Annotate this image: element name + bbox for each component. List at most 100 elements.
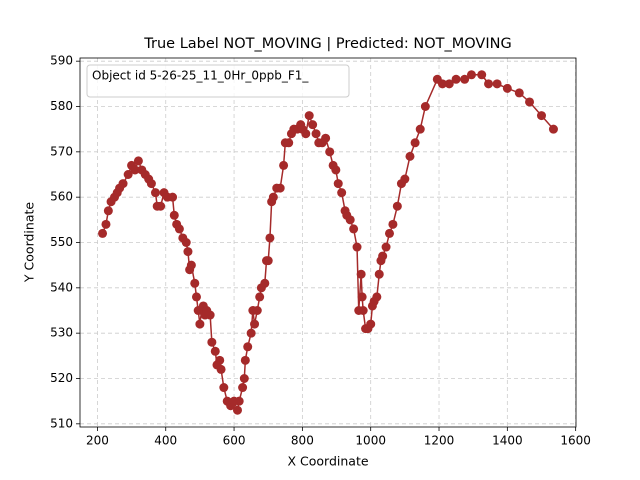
data-point <box>301 129 311 139</box>
y-tick-label: 570 <box>50 144 73 158</box>
data-point <box>311 129 321 139</box>
data-point <box>308 120 318 130</box>
data-point <box>325 147 335 157</box>
data-point <box>337 188 347 198</box>
data-point <box>101 219 111 229</box>
chart-title: True Label NOT_MOVING | Predicted: NOT_M… <box>143 36 511 52</box>
data-point <box>372 292 382 302</box>
x-tick-label: 600 <box>223 434 246 448</box>
data-point <box>207 337 217 347</box>
data-point <box>536 111 546 121</box>
data-point <box>304 111 314 121</box>
data-point <box>392 201 402 211</box>
y-tick-label: 520 <box>50 371 73 385</box>
data-point <box>130 165 140 175</box>
data-point <box>174 224 184 234</box>
y-tick-label: 530 <box>50 326 73 340</box>
data-point <box>186 260 196 270</box>
data-point <box>378 251 388 261</box>
data-point <box>492 79 502 89</box>
data-point <box>239 373 249 383</box>
data-point <box>232 405 242 415</box>
data-point <box>150 188 160 198</box>
data-point <box>451 74 461 84</box>
data-point <box>358 305 368 315</box>
data-point <box>219 383 229 393</box>
x-tick-label: 1400 <box>492 434 523 448</box>
data-point <box>195 319 205 329</box>
data-point <box>381 242 391 252</box>
data-point <box>352 242 362 252</box>
data-point <box>400 174 410 184</box>
data-point <box>243 342 253 352</box>
x-tick-label: 400 <box>154 434 177 448</box>
data-point <box>268 192 278 202</box>
y-tick-label: 590 <box>50 54 73 68</box>
data-point <box>357 292 367 302</box>
legend-box <box>86 64 350 98</box>
data-point <box>444 79 454 89</box>
data-point <box>133 156 143 166</box>
y-axis-label: Y Coordinate <box>22 202 37 283</box>
data-point <box>156 201 166 211</box>
data-point <box>460 74 470 84</box>
data-point <box>466 70 476 80</box>
y-tick-label: 580 <box>50 99 73 113</box>
data-point <box>333 179 343 189</box>
data-point <box>123 170 133 180</box>
data-point <box>118 179 128 189</box>
data-point <box>502 83 512 93</box>
data-point <box>181 238 191 247</box>
data-point <box>321 133 331 143</box>
data-point <box>349 224 359 234</box>
x-tick-label: 200 <box>86 434 109 448</box>
data-point <box>366 319 376 329</box>
x-tick-label: 1200 <box>424 434 455 448</box>
x-tick-label: 800 <box>291 434 314 448</box>
data-point <box>356 269 366 279</box>
data-point <box>477 70 487 80</box>
data-point <box>279 160 289 170</box>
legend-title: Object id 5-26-25_11_0Hr_0ppb_F1_ <box>92 69 309 83</box>
data-point <box>345 215 355 225</box>
data-point <box>210 346 220 356</box>
data-point <box>190 278 200 288</box>
y-tick-label: 550 <box>50 235 73 249</box>
data-point <box>415 124 425 134</box>
x-tick-label: 1000 <box>355 434 386 448</box>
data-point <box>215 355 225 365</box>
data-point <box>384 228 394 238</box>
data-point <box>284 138 294 148</box>
data-point <box>275 183 285 193</box>
y-tick-label: 510 <box>50 416 73 430</box>
x-tick-label: 1600 <box>560 434 591 448</box>
data-point <box>410 138 420 148</box>
x-axis-label: X Coordinate <box>287 454 368 469</box>
data-point <box>388 219 398 229</box>
data-point <box>146 179 156 189</box>
data-point <box>263 256 273 266</box>
data-point <box>98 228 108 238</box>
data-point <box>420 102 430 112</box>
y-tick-label: 560 <box>50 190 73 204</box>
plot <box>98 70 558 415</box>
data-point <box>250 319 260 329</box>
data-point <box>168 192 178 202</box>
data-point <box>548 124 558 134</box>
data-point <box>216 364 226 374</box>
data-point <box>205 310 215 320</box>
data-point <box>252 305 262 315</box>
data-point <box>240 355 250 365</box>
data-point <box>234 396 244 406</box>
y-tick-label: 540 <box>50 280 73 294</box>
data-point <box>405 151 415 161</box>
data-point <box>525 97 535 107</box>
data-point <box>169 210 179 220</box>
data-point <box>191 292 201 302</box>
data-point <box>238 383 248 393</box>
data-point <box>183 247 193 257</box>
data-point <box>265 233 275 243</box>
data-point <box>255 292 265 302</box>
data-point <box>437 79 447 89</box>
